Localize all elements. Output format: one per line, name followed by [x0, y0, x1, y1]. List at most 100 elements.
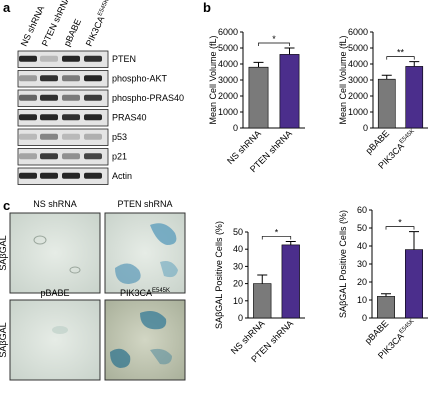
- band: [19, 153, 37, 160]
- y-tick-label: 6000: [218, 27, 238, 37]
- micrographs: [9, 212, 186, 381]
- band: [19, 55, 37, 62]
- row-label: PRAS40: [112, 112, 147, 122]
- panel-label: b: [203, 0, 211, 15]
- band: [62, 94, 80, 101]
- y-tick-label: 0: [363, 123, 368, 133]
- bar: [281, 244, 300, 319]
- y-tick-label: 2000: [348, 91, 368, 101]
- band: [19, 114, 37, 121]
- cell: [160, 261, 178, 278]
- significance-bracket: [261, 236, 292, 240]
- y-tick-label: 1000: [348, 107, 368, 117]
- error-bar: [409, 231, 419, 250]
- bar: [253, 283, 272, 319]
- image-label: PTEN shRNA: [117, 199, 172, 209]
- row-label: p21: [112, 151, 127, 161]
- cell: [140, 311, 167, 330]
- row-label: PTEN: [112, 54, 136, 64]
- y-axis-label: SAβGAL Positive Cells (%): [338, 210, 348, 318]
- label-superscript: E545K: [97, 0, 110, 17]
- image: [9, 299, 101, 381]
- band: [62, 55, 80, 62]
- band: [19, 75, 37, 82]
- band: [84, 114, 102, 121]
- cell: [115, 263, 141, 284]
- bar: [377, 78, 396, 129]
- blot-strip: [17, 148, 109, 166]
- significance: *: [275, 227, 279, 237]
- error-bar: [381, 74, 392, 80]
- band: [19, 94, 37, 101]
- lane-label: PIK3CAE545K: [84, 0, 114, 48]
- y-tick-label: 30: [233, 261, 243, 271]
- label-text: pBABE: [62, 17, 83, 48]
- bar: [248, 66, 269, 129]
- label-text: PIK3CA: [376, 331, 406, 361]
- bar: [377, 296, 395, 319]
- cell: [150, 348, 172, 365]
- band: [84, 153, 102, 160]
- band: [84, 75, 102, 82]
- band: [19, 172, 37, 179]
- band: [62, 133, 80, 140]
- y-tick-label: 10: [233, 296, 243, 306]
- band: [62, 172, 80, 179]
- image-label: pBABE: [40, 288, 69, 298]
- y-tick-label: 3000: [218, 75, 238, 85]
- error-bar: [284, 47, 295, 55]
- y-tick-label: 0: [233, 123, 238, 133]
- error-bar: [409, 61, 420, 67]
- significance-bracket: [258, 42, 290, 46]
- error-bar: [253, 61, 264, 68]
- cell: [52, 326, 68, 334]
- y-tick-label: 40: [233, 244, 243, 254]
- label-text: PIK3CA: [84, 15, 107, 48]
- significance: **: [397, 48, 405, 58]
- band: [84, 94, 102, 101]
- label-text: PIK3CA: [120, 288, 152, 298]
- row-label: phospho-AKT: [112, 73, 168, 83]
- image: [9, 212, 101, 294]
- band: [62, 75, 80, 82]
- image: [104, 212, 186, 294]
- image-label: PIK3CAE545K: [120, 288, 170, 298]
- cell: [150, 223, 177, 245]
- band: [62, 153, 80, 160]
- panel-label: c: [3, 198, 10, 213]
- y-tick-label: 0: [238, 313, 243, 323]
- bar: [279, 54, 300, 129]
- row-label: Actin: [112, 171, 132, 181]
- label-superscript: E545K: [399, 318, 416, 335]
- y-tick-label: 30: [357, 259, 367, 269]
- band: [40, 75, 58, 82]
- y-tick-label: 20: [233, 279, 243, 289]
- bar: [405, 66, 424, 129]
- error-bar: [257, 274, 268, 284]
- y-tick-label: 6000: [348, 27, 368, 37]
- y-tick-label: 5000: [348, 43, 368, 53]
- significance: *: [398, 218, 402, 228]
- label-text: pBABE: [40, 288, 69, 298]
- band: [84, 55, 102, 62]
- panel-label: a: [3, 0, 11, 15]
- label-superscript: E545K: [399, 128, 416, 145]
- blot-strip: [17, 128, 109, 146]
- y-tick-label: 1000: [218, 107, 238, 117]
- y-axis-label: Mean Cell Volume (fL): [208, 35, 218, 124]
- y-tick-label: 0: [362, 313, 367, 323]
- error-bar: [381, 293, 391, 297]
- lane-label: pBABE: [62, 17, 83, 48]
- y-axis-label: SAβGAL Positive Cells (%): [214, 221, 224, 329]
- y-tick-label: 20: [357, 277, 367, 287]
- row-label: p53: [112, 132, 127, 142]
- band: [40, 94, 58, 101]
- y-tick-label: 4000: [218, 59, 238, 69]
- y-tick-label: 40: [357, 241, 367, 251]
- band: [84, 172, 102, 179]
- label-text: PTEN shRNA: [117, 199, 172, 209]
- band: [40, 153, 58, 160]
- row-label: phospho-PRAS40: [112, 93, 184, 103]
- significance-bracket: [386, 56, 415, 60]
